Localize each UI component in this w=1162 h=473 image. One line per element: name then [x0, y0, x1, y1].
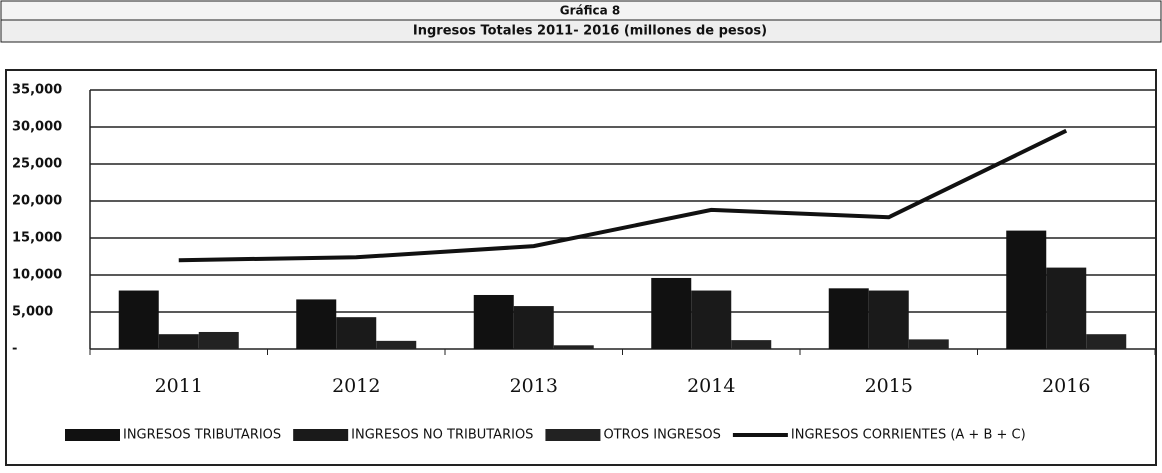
legend-swatch [545, 429, 601, 441]
y-tick-label: 30,000 [12, 120, 62, 135]
y-tick-label: 5,000 [12, 305, 53, 320]
bar [513, 306, 554, 349]
bar [118, 290, 159, 349]
bar [158, 334, 199, 349]
legend-label: OTROS INGRESOS [603, 428, 720, 443]
y-tick-label: - [12, 342, 17, 357]
chart-subtitle: Ingresos Totales 2011- 2016 (millones de… [413, 24, 767, 39]
x-tick-label: 2011 [155, 375, 203, 397]
chart-title: Gráfica 8 [560, 4, 621, 18]
bar [868, 290, 909, 349]
legend-label: INGRESOS NO TRIBUTARIOS [351, 428, 533, 443]
line-series [178, 128, 1068, 263]
bar [553, 345, 594, 349]
bar [1006, 230, 1047, 349]
x-tick-label: 2012 [332, 375, 380, 397]
chart-frame [5, 69, 1157, 466]
bar [908, 339, 949, 349]
x-tick-label: 2013 [510, 375, 558, 397]
legend-label: INGRESOS CORRIENTES (A + B + C) [791, 428, 1026, 443]
legend-label: INGRESOS TRIBUTARIOS [123, 428, 281, 443]
bar [198, 331, 239, 349]
bar [1086, 334, 1127, 349]
x-tick-label: 2015 [865, 375, 913, 397]
y-tick-label: 35,000 [12, 83, 62, 98]
bar [651, 277, 692, 349]
bar [1046, 267, 1087, 349]
x-tick-label: 2014 [687, 375, 735, 397]
y-tick-label: 20,000 [12, 194, 62, 209]
y-tick-label: 10,000 [12, 268, 62, 283]
bar [473, 294, 514, 349]
bar [296, 299, 337, 349]
x-tick-label: 2016 [1042, 375, 1090, 397]
bar [731, 340, 772, 349]
bar [336, 317, 377, 349]
bar [376, 340, 417, 349]
subtitle-band [0, 19, 1162, 43]
bar [828, 288, 869, 349]
bar [691, 290, 732, 349]
legend-swatch [65, 429, 120, 441]
y-tick-label: 25,000 [12, 157, 62, 172]
y-tick-label: 15,000 [12, 231, 62, 246]
legend-swatch [293, 429, 349, 441]
